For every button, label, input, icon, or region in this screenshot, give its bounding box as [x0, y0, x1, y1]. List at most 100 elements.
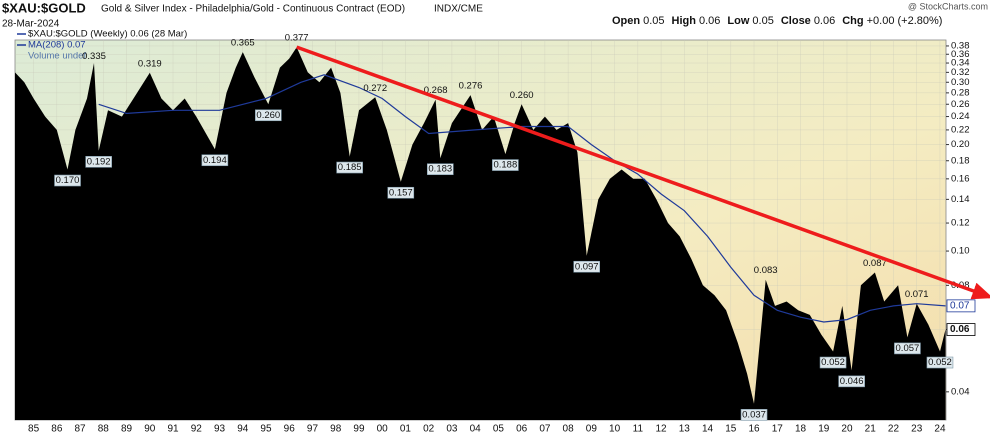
x-tick-label: 90	[144, 424, 156, 435]
quote-value: 0.06	[699, 15, 720, 27]
x-tick-label: 02	[423, 424, 435, 435]
x-tick-label: 91	[167, 424, 179, 435]
annotation: 0.194	[201, 154, 229, 167]
annotation: 0.037	[740, 409, 768, 421]
x-tick-label: 97	[307, 424, 319, 435]
quote-value: +0.00 (+2.80%)	[867, 15, 943, 27]
annotation-label: 0.335	[82, 51, 106, 62]
x-tick-label: 24	[934, 424, 946, 435]
annotation: 0.268	[424, 85, 448, 96]
annotation-box	[255, 109, 282, 122]
x-tick-label: 98	[330, 424, 342, 435]
exchange: INDX/CME	[434, 4, 483, 15]
annotation-label: 0.272	[363, 83, 387, 94]
annotation-label: 0.071	[905, 289, 929, 300]
y-tick-label: 0.10	[951, 246, 970, 257]
y-tick-label: 0.04	[951, 386, 970, 397]
header: $XAU:$GOLD Gold & Silver Index - Philade…	[2, 0, 988, 29]
annotation: 0.319	[138, 58, 162, 69]
annotation-label: 0.276	[459, 81, 483, 92]
annotation: 0.083	[754, 265, 778, 276]
annotation: 0.260	[510, 90, 534, 101]
x-tick-label: 06	[516, 424, 528, 435]
x-tick-label: 05	[493, 424, 505, 435]
y-tick-label: 0.32	[951, 67, 970, 78]
legend-label: $XAU:$GOLD (Weekly) 0.06 (28 Mar)	[28, 29, 187, 40]
annotation-label: 0.192	[87, 156, 111, 167]
x-tick-label: 07	[539, 424, 551, 435]
annotation-label: 0.185	[338, 162, 362, 173]
annotation-box	[85, 156, 112, 168]
annotation: 0.276	[459, 81, 483, 92]
annotation: 0.185	[336, 161, 363, 174]
x-tick-label: 96	[284, 424, 296, 435]
annotation-box	[54, 174, 81, 187]
annotation-label: 0.170	[56, 175, 80, 186]
trend-line	[296, 45, 990, 300]
quote-label: High	[672, 15, 697, 27]
annotation-label: 0.268	[424, 85, 448, 96]
annotation-box	[336, 161, 363, 174]
annotation-label: 0.097	[575, 261, 599, 272]
annotation-box	[387, 186, 415, 199]
x-tick-label: 11	[633, 424, 644, 435]
annotation-box	[492, 159, 519, 171]
x-tick-label: 13	[679, 424, 691, 435]
y-tick-label: 0.34	[951, 58, 970, 69]
close-last-label: 0.06	[950, 324, 970, 335]
quote-label: Low	[727, 15, 749, 27]
y-tick-label: 0.36	[951, 49, 970, 60]
annotation: 0.097	[573, 260, 601, 273]
annotation: 0.071	[905, 289, 929, 300]
annotation-label: 0.260	[256, 110, 280, 121]
x-tick-label: 18	[795, 424, 807, 435]
y-tick-label: 0.16	[951, 173, 970, 184]
x-tick-label: 22	[888, 424, 900, 435]
annotation: 0.170	[54, 174, 81, 187]
x-tick-label: 23	[911, 424, 923, 435]
x-tick-label: 15	[725, 424, 737, 435]
x-tick-label: 00	[377, 424, 389, 435]
x-tick-label: 93	[214, 424, 226, 435]
x-tick-label: 95	[260, 424, 272, 435]
annotation-box	[819, 356, 847, 369]
quote-label: Open	[612, 15, 640, 27]
x-tick-label: 21	[865, 424, 877, 435]
quote-value: 0.05	[643, 15, 664, 27]
annotation-label: 0.083	[754, 265, 778, 276]
annotation: 0.157	[387, 186, 415, 199]
annotation-box	[838, 375, 865, 388]
x-tick-label: 08	[563, 424, 575, 435]
annotation-label: 0.183	[428, 164, 452, 175]
annotation: 0.087	[863, 258, 887, 269]
x-tick-label: 89	[121, 424, 133, 435]
annotation: 0.260	[255, 109, 282, 122]
annotation-label: 0.188	[493, 160, 517, 171]
y-tick-label: 0.26	[951, 99, 970, 110]
credit: @ StockCharts.com	[908, 1, 988, 11]
annotation: 0.188	[492, 159, 519, 171]
y-tick-label: 0.28	[951, 87, 970, 98]
legend-label: Volume undef	[28, 51, 86, 62]
x-tick-label: 92	[191, 424, 203, 435]
annotation-label: 0.087	[863, 258, 887, 269]
x-tick-label: 04	[470, 424, 482, 435]
x-tick-label: 94	[237, 424, 249, 435]
annotation-box	[573, 260, 601, 273]
annotation: 0.057	[894, 342, 921, 355]
x-tick-label: 01	[400, 424, 412, 435]
annotation-box	[926, 356, 954, 369]
quote-value: 0.05	[752, 15, 773, 27]
annotation: 0.272	[363, 83, 387, 94]
y-tick-label: 0.22	[951, 124, 970, 135]
annotation-label: 0.365	[231, 38, 255, 49]
annotation-label: 0.260	[510, 90, 534, 101]
ma-last-label: 0.07	[950, 300, 970, 311]
annotation-label: 0.052	[821, 357, 845, 368]
x-tick-label: 19	[818, 424, 830, 435]
symbol: $XAU:$GOLD	[2, 0, 86, 15]
annotation: 0.335	[82, 51, 106, 62]
close-tag	[946, 323, 976, 336]
x-tick-label: 14	[702, 424, 714, 435]
price-area	[15, 47, 946, 420]
